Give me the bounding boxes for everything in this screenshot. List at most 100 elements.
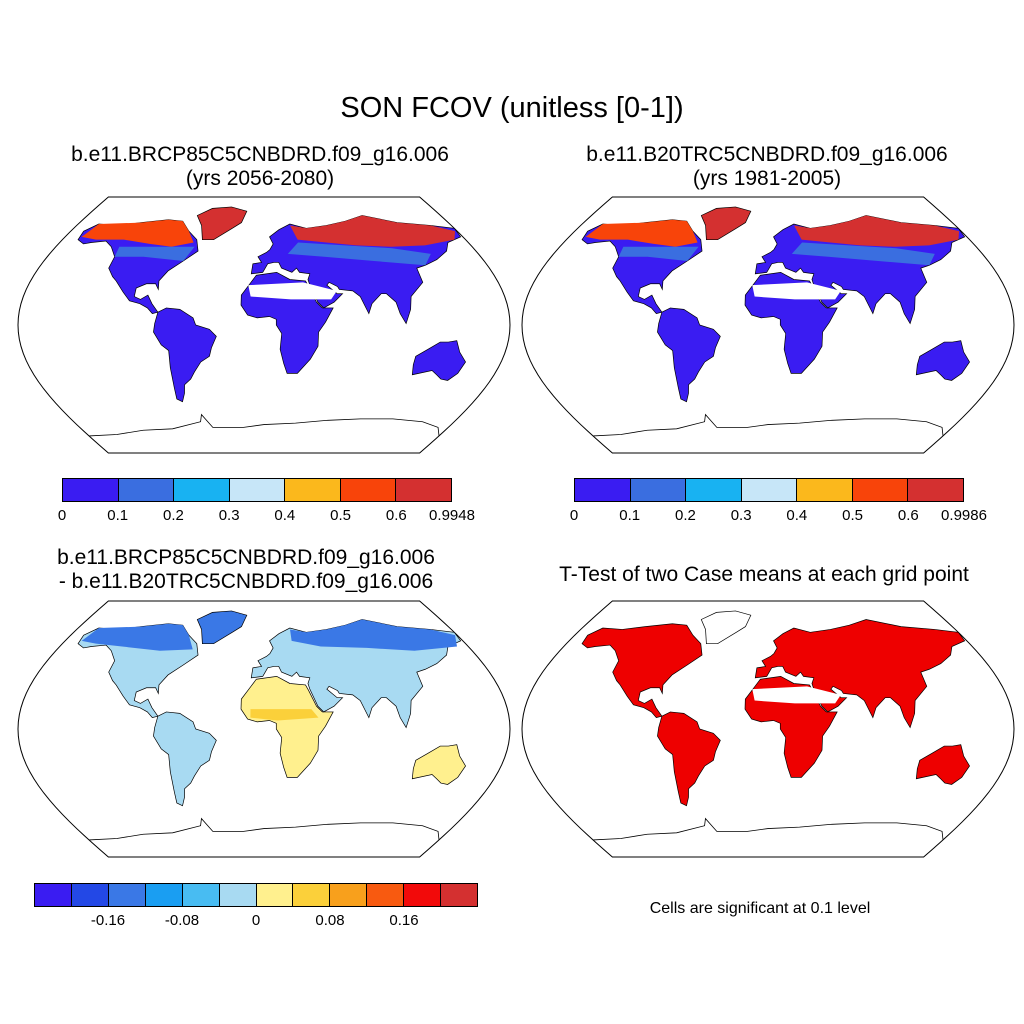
colorbar-swatch xyxy=(330,884,368,906)
colorbar-swatch xyxy=(285,479,341,501)
decrease-band-north-america xyxy=(81,623,193,651)
mid-band-eurasia xyxy=(287,242,431,266)
colorbar-swatch xyxy=(575,479,631,501)
not-significant-area xyxy=(752,686,841,704)
colorbar-tick-label: 0.08 xyxy=(315,912,345,929)
colorbar-tick-label: 0.1 xyxy=(619,507,641,524)
land-greenland xyxy=(700,610,752,645)
colorbar-tick-label: 0.1 xyxy=(107,507,129,524)
land-africa xyxy=(240,676,334,778)
colorbar-swatch xyxy=(686,479,742,501)
colorbar-swatch xyxy=(293,884,331,906)
land-south-america xyxy=(153,711,217,807)
land-australia xyxy=(915,744,970,785)
colorbar-tick-label: 0.6 xyxy=(385,507,407,524)
colorbar-tick-label: 0.6 xyxy=(897,507,919,524)
figure-title: SON FCOV (unitless [0-1]) xyxy=(340,92,684,124)
land-greenland xyxy=(196,610,248,645)
colorbar-swatch xyxy=(174,479,230,501)
boreal-band-north-america xyxy=(585,219,698,247)
panel-3-title: b.e11.BRCP85C5CNBDRD.f09_g16.006 - b.e11… xyxy=(16,546,476,594)
colorbar-swatch xyxy=(35,884,72,906)
colorbar-tick-label: 0.3 xyxy=(730,507,752,524)
colorbar-tick-label: 0 xyxy=(569,507,579,524)
colorbar-swatch xyxy=(340,479,397,501)
panel-2-title-years: (yrs 1981-2005) xyxy=(692,167,842,190)
panel-1-colorbar-ticks: 0 0.1 0.2 0.3 0.4 0.5 0.6 0.9948 xyxy=(58,507,475,527)
land-north-america xyxy=(581,623,703,719)
colorbar-tick-label: 0.16 xyxy=(389,912,419,929)
colorbar-tick-label: 0 xyxy=(251,912,261,929)
colorbar-swatch xyxy=(256,884,294,906)
panel-3-title-case-a: b.e11.BRCP85C5CNBDRD.f09_g16.006 xyxy=(57,546,435,569)
land-south-america xyxy=(153,307,217,403)
antarctica-outline xyxy=(592,817,944,841)
colorbar-tick-label: -0.08 xyxy=(164,912,200,929)
colorbar-tick-label: 0.2 xyxy=(674,507,696,524)
land-south-america xyxy=(657,711,721,807)
colorbar-tick-label: 0.5 xyxy=(330,507,351,524)
land-australia xyxy=(915,340,970,381)
antarctica-outline xyxy=(592,413,944,437)
colorbar-swatch xyxy=(63,479,119,501)
panel-1-title-case: b.e11.BRCP85C5CNBDRD.f09_g16.006 xyxy=(71,143,449,166)
panel-2-colorbar xyxy=(574,478,964,502)
colorbar-swatch xyxy=(229,479,286,501)
panel-1-map xyxy=(17,196,511,454)
land-eurasia xyxy=(754,619,966,729)
colorbar-swatch xyxy=(404,884,442,906)
land-greenland xyxy=(700,206,752,241)
panel-3-map xyxy=(17,600,511,858)
colorbar-tick-label: 0.5 xyxy=(842,507,863,524)
colorbar-tick-label: 0.4 xyxy=(786,507,808,524)
land-greenland xyxy=(196,206,248,241)
land-australia xyxy=(411,340,466,381)
colorbar-swatch xyxy=(219,884,257,906)
significance-note: Cells are significant at 0.1 level xyxy=(649,900,871,917)
colorbar-swatch xyxy=(741,479,798,501)
panel-2-title: b.e11.B20TRC5CNBDRD.f09_g16.006 (yrs 198… xyxy=(537,143,997,191)
panel-2-map xyxy=(521,196,1015,454)
panel-2-title-case: b.e11.B20TRC5CNBDRD.f09_g16.006 xyxy=(586,143,948,166)
colorbar-swatch xyxy=(71,884,109,906)
colorbar-swatch xyxy=(441,884,478,906)
panel-1-title-years: (yrs 2056-2080) xyxy=(185,167,335,190)
colorbar-swatch xyxy=(367,884,405,906)
antarctica-outline xyxy=(88,817,440,841)
panel-4-map xyxy=(521,600,1015,858)
colorbar-swatch xyxy=(396,479,452,501)
colorbar-swatch xyxy=(852,479,909,501)
land-australia xyxy=(411,744,466,785)
colorbar-swatch xyxy=(797,479,853,501)
antarctica-outline xyxy=(88,413,440,437)
mid-band-eurasia xyxy=(791,242,935,266)
colorbar-tick-label: 0.9948 xyxy=(429,507,475,524)
boreal-band-eurasia xyxy=(290,215,456,247)
boreal-band-eurasia xyxy=(794,215,960,247)
colorbar-swatch xyxy=(108,884,146,906)
colorbar-swatch xyxy=(182,884,220,906)
colorbar-tick-label: 0 xyxy=(57,507,67,524)
panel-3-colorbar-ticks: -0.16 -0.08 0 0.08 0.16 xyxy=(34,912,478,932)
panel-3-colorbar xyxy=(34,883,478,907)
sahara-no-data xyxy=(248,282,337,300)
panel-1-colorbar xyxy=(62,478,452,502)
colorbar-tick-label: -0.16 xyxy=(90,912,126,929)
panel-4-title: T-Test of two Case means at each grid po… xyxy=(559,563,969,586)
decrease-band-eurasia xyxy=(290,619,457,651)
land-south-america xyxy=(657,307,721,403)
colorbar-tick-label: 0.3 xyxy=(218,507,240,524)
panel-1-title: b.e11.BRCP85C5CNBDRD.f09_g16.006 (yrs 20… xyxy=(30,143,490,191)
boreal-band-north-america xyxy=(81,219,194,247)
sahara-no-data xyxy=(752,282,841,300)
colorbar-tick-label: 0.4 xyxy=(274,507,296,524)
panel-3-title-case-b: - b.e11.B20TRC5CNBDRD.f09_g16.006 xyxy=(58,570,434,593)
colorbar-tick-label: 0.9986 xyxy=(941,507,987,524)
colorbar-swatch xyxy=(145,884,183,906)
colorbar-swatch xyxy=(908,479,964,501)
colorbar-tick-label: 0.2 xyxy=(162,507,184,524)
increase-band-sahel xyxy=(250,709,319,721)
panel-2-colorbar-ticks: 0 0.1 0.2 0.3 0.4 0.5 0.6 0.9986 xyxy=(570,507,987,527)
mid-band-north-america xyxy=(114,246,195,261)
colorbar-swatch xyxy=(630,479,687,501)
